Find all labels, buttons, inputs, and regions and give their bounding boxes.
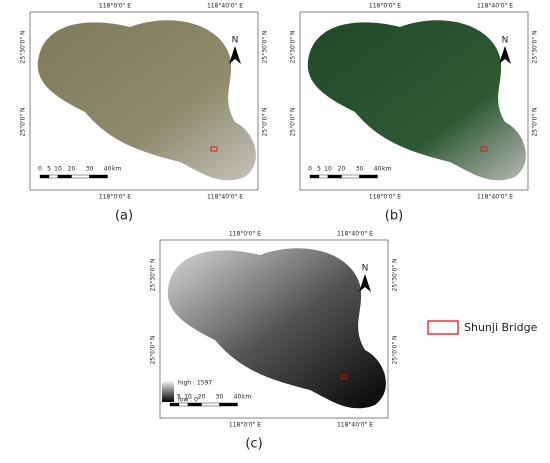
lat-label: 25°0'0" N [150, 335, 157, 364]
scale-bar [39, 174, 50, 179]
scale-label: 30 [216, 394, 224, 401]
lat-label: 25°30'0" N [290, 31, 297, 64]
scale-unit: km [382, 166, 391, 173]
scale-label: 0 [38, 166, 42, 173]
map-area [307, 20, 526, 181]
scale-label: 0 [308, 166, 312, 173]
lon-label: 118°40'0" E [337, 231, 373, 238]
scale-bar [201, 402, 220, 407]
lat-label: 25°0'0" N [20, 107, 27, 136]
scale-bar [318, 174, 329, 179]
lat-label: 25°0'0" N [532, 107, 539, 136]
scale-bar [219, 402, 238, 407]
map-panel: 118°0'0" E 118°0'0" E 118°40'0" E 118°40'0"… [150, 231, 399, 429]
legend-swatch [427, 320, 459, 335]
north-arrow [229, 46, 241, 64]
scale-label: 20 [198, 394, 206, 401]
scale-label: 30 [86, 166, 94, 173]
scale-bar [71, 174, 90, 179]
map-frame [29, 11, 259, 191]
north-label: N [502, 36, 509, 46]
scale-label: 20 [338, 166, 346, 173]
lat-label: 25°0'0" N [262, 107, 269, 136]
legend-high: high : 1597 [178, 380, 212, 387]
lat-label: 25°30'0" N [150, 259, 157, 292]
scale-unit: km [112, 166, 121, 173]
scale-label: 40 [104, 166, 112, 173]
north-label: N [232, 36, 239, 46]
lon-label: 118°40'0" E [477, 3, 513, 10]
shunji-legend: Shunji Bridge [427, 320, 538, 335]
lat-label: 25°30'0" N [392, 259, 399, 292]
scale-bar [359, 174, 378, 179]
north-arrow [359, 274, 371, 292]
panel-caption: (b) [385, 209, 403, 224]
bridge-marker [210, 146, 218, 152]
scale-unit: km [242, 394, 251, 401]
legend-label: Shunji Bridge [464, 321, 538, 334]
legend-low: low : 0 [178, 397, 198, 404]
scale-bar [327, 174, 342, 179]
scale-label: 5 [317, 166, 321, 173]
lat-label: 25°30'0" N [262, 31, 269, 64]
map-area [37, 20, 256, 181]
map-frame [299, 11, 529, 191]
scale-bar [309, 174, 320, 179]
scale-label: 10 [54, 166, 62, 173]
scale-label: 40 [234, 394, 242, 401]
scale-label: 10 [184, 394, 192, 401]
panel-caption: (a) [115, 209, 133, 224]
north-label: N [362, 264, 369, 274]
lon-label: 118°0'0" E [229, 422, 261, 429]
scale-bar [57, 174, 72, 179]
north-arrow [499, 46, 511, 64]
lat-label: 25°0'0" N [290, 107, 297, 136]
scale-label: 5 [177, 394, 181, 401]
lon-label: 118°40'0" E [207, 194, 243, 201]
map-panel: 118°0'0" E 118°0'0" E 118°40'0" E 118°40'0"… [20, 3, 269, 201]
scale-label: 20 [68, 166, 76, 173]
scale-label: 40 [374, 166, 382, 173]
panel-caption: (c) [245, 437, 262, 452]
scale-bar [89, 174, 108, 179]
scale-bar [341, 174, 360, 179]
scale-bar [48, 174, 59, 179]
lon-label: 118°0'0" E [99, 3, 131, 10]
lon-label: 118°40'0" E [337, 422, 373, 429]
lon-label: 118°0'0" E [369, 3, 401, 10]
map-frame [159, 239, 389, 419]
elevation-ramp [162, 380, 174, 402]
bridge-marker [480, 146, 488, 152]
lat-label: 25°30'0" N [20, 31, 27, 64]
bridge-marker [340, 374, 348, 380]
map-panel: 118°0'0" E 118°0'0" E 118°40'0" E 118°40'0"… [290, 3, 539, 201]
lat-label: 25°30'0" N [532, 31, 539, 64]
scale-label: 5 [47, 166, 51, 173]
lon-label: 118°40'0" E [477, 194, 513, 201]
lon-label: 118°0'0" E [229, 231, 261, 238]
scale-label: 10 [324, 166, 332, 173]
scale-label: 30 [356, 166, 364, 173]
lon-label: 118°40'0" E [207, 3, 243, 10]
lon-label: 118°0'0" E [99, 194, 131, 201]
lat-label: 25°0'0" N [392, 335, 399, 364]
lon-label: 118°0'0" E [369, 194, 401, 201]
